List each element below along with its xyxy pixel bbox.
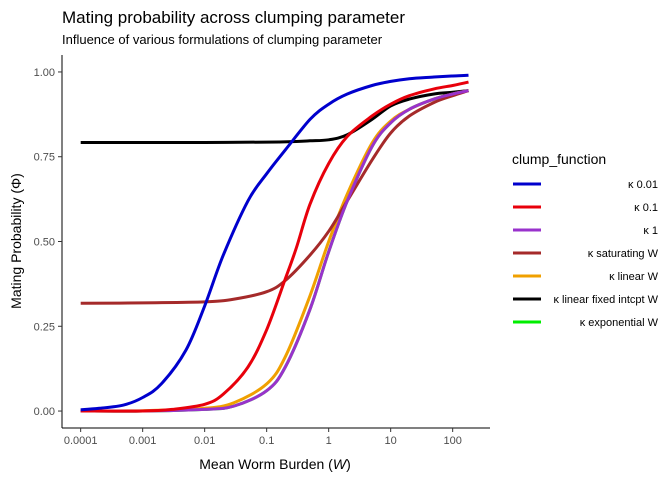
- series-line: [80, 89, 469, 413]
- legend-label: κ 0.1: [634, 202, 658, 214]
- x-axis-title-text: Mean Worm Burden (: [199, 456, 333, 472]
- x-tick-label: 0.001: [129, 435, 157, 447]
- y-ticks: 0.00 0.25 0.50 0.75 1.00: [34, 67, 62, 418]
- x-tick-label: 0.0001: [64, 435, 98, 447]
- x-tick-label: 0.01: [194, 435, 215, 447]
- series-lines: [80, 73, 469, 413]
- series-line: [80, 89, 469, 305]
- series-line: [80, 89, 469, 144]
- chart-subtitle: Influence of various formulations of clu…: [62, 32, 383, 47]
- x-ticks: 0.0001 0.001 0.01 0.1 1 10 100: [64, 428, 462, 447]
- legend-label: κ saturating W: [588, 248, 659, 260]
- series-line: [80, 73, 469, 412]
- x-tick-label: 1: [326, 435, 332, 447]
- x-tick-label: 100: [443, 435, 461, 447]
- y-tick-label: 0.00: [34, 406, 55, 418]
- legend-label: κ 1: [643, 225, 658, 237]
- legend-label: κ 0.01: [628, 179, 658, 191]
- y-axis-title-text: Mating Probability (: [8, 189, 24, 309]
- chart-title: Mating probability across clumping param…: [62, 8, 405, 27]
- y-tick-label: 0.50: [34, 237, 55, 249]
- legend: clump_function κ 0.01 κ 0.1 κ 1 κ saturatin…: [512, 151, 659, 329]
- x-tick-label: 0.1: [259, 435, 274, 447]
- x-tick-label: 10: [385, 435, 397, 447]
- y-axis-title: Mating Probability (Φ): [8, 173, 24, 309]
- legend-label: κ linear W: [609, 271, 659, 283]
- y-tick-label: 1.00: [34, 67, 55, 79]
- series-line: [80, 80, 469, 413]
- y-axis-title-symbol: Φ: [8, 178, 24, 189]
- y-tick-label: 0.25: [34, 321, 55, 333]
- legend-title: clump_function: [512, 151, 606, 167]
- x-axis-title-close: ): [346, 456, 351, 472]
- x-axis-title: Mean Worm Burden (W): [199, 456, 350, 472]
- series-line: [80, 89, 469, 413]
- x-axis-title-symbol: W: [333, 456, 348, 472]
- legend-label: κ exponential W: [580, 317, 659, 329]
- y-tick-label: 0.75: [34, 152, 55, 164]
- series-line: [80, 89, 469, 413]
- y-axis-title-close: ): [8, 173, 24, 178]
- legend-label: κ linear fixed intcpt W: [553, 294, 658, 306]
